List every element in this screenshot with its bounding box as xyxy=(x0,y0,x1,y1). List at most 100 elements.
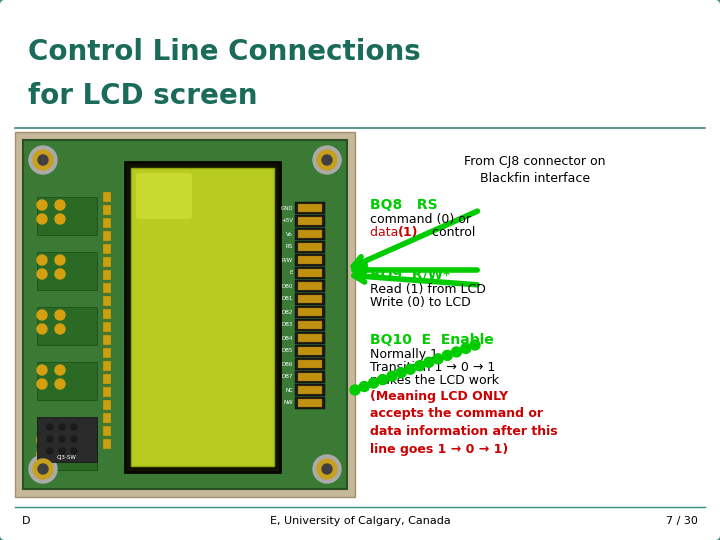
Bar xyxy=(295,254,325,266)
Circle shape xyxy=(350,385,360,395)
Bar xyxy=(37,197,97,235)
Text: D: D xyxy=(22,516,30,526)
Bar xyxy=(103,335,111,345)
Bar xyxy=(37,252,97,290)
Bar xyxy=(131,168,274,466)
Bar xyxy=(103,439,111,449)
Text: E: E xyxy=(289,271,293,275)
Text: control: control xyxy=(420,226,475,239)
Circle shape xyxy=(55,324,65,334)
Text: DB0: DB0 xyxy=(282,284,293,288)
Bar xyxy=(295,358,325,370)
Circle shape xyxy=(55,449,65,459)
Circle shape xyxy=(37,449,47,459)
Circle shape xyxy=(47,436,53,442)
Bar xyxy=(37,432,97,470)
Text: RS: RS xyxy=(286,245,293,249)
Bar xyxy=(103,296,111,306)
Circle shape xyxy=(37,310,47,320)
Circle shape xyxy=(396,368,406,377)
Text: makes the LCD work: makes the LCD work xyxy=(370,374,499,387)
Circle shape xyxy=(55,435,65,445)
Circle shape xyxy=(37,449,47,459)
Text: BQ9  R/W*: BQ9 R/W* xyxy=(370,268,450,282)
Circle shape xyxy=(59,448,65,454)
Bar xyxy=(295,202,325,214)
Text: Normally 1: Normally 1 xyxy=(370,348,438,361)
Circle shape xyxy=(313,146,341,174)
Text: From CJ8 connector on
Blackfin interface: From CJ8 connector on Blackfin interface xyxy=(464,155,606,185)
Bar xyxy=(103,231,111,241)
Text: R/W: R/W xyxy=(282,258,293,262)
Text: 7 / 30: 7 / 30 xyxy=(666,516,698,526)
Text: command (0) or: command (0) or xyxy=(370,213,471,226)
Circle shape xyxy=(37,379,47,389)
Text: (Meaning LCD ONLY
accepts the command or
data information after this
line goes 1: (Meaning LCD ONLY accepts the command or… xyxy=(370,390,557,456)
Circle shape xyxy=(317,459,337,479)
Text: DB5: DB5 xyxy=(282,348,293,354)
Bar xyxy=(298,321,322,329)
Text: Read (1) from LCD: Read (1) from LCD xyxy=(370,283,486,296)
Circle shape xyxy=(47,424,53,430)
Text: (1): (1) xyxy=(398,226,418,239)
Bar xyxy=(298,386,322,394)
Circle shape xyxy=(55,379,65,389)
Circle shape xyxy=(37,255,47,265)
Circle shape xyxy=(37,435,47,445)
Bar xyxy=(298,243,322,251)
Circle shape xyxy=(71,436,77,442)
Circle shape xyxy=(37,269,47,279)
Circle shape xyxy=(317,150,337,170)
Circle shape xyxy=(359,382,369,392)
Text: GND: GND xyxy=(280,206,293,211)
Bar xyxy=(295,306,325,318)
Bar xyxy=(37,417,97,462)
Circle shape xyxy=(33,459,53,479)
Circle shape xyxy=(38,464,48,474)
Circle shape xyxy=(313,455,341,483)
Bar xyxy=(103,205,111,215)
Bar xyxy=(298,347,322,355)
Bar xyxy=(125,162,280,472)
Bar xyxy=(295,293,325,305)
Bar xyxy=(103,192,111,202)
Circle shape xyxy=(59,424,65,430)
Circle shape xyxy=(38,155,48,165)
Bar xyxy=(298,230,322,238)
Circle shape xyxy=(37,324,47,334)
Circle shape xyxy=(322,464,332,474)
Circle shape xyxy=(55,310,65,320)
Circle shape xyxy=(55,269,65,279)
Circle shape xyxy=(33,150,53,170)
Bar xyxy=(295,267,325,279)
Bar xyxy=(103,348,111,358)
Circle shape xyxy=(55,365,65,375)
Bar xyxy=(295,397,325,409)
Circle shape xyxy=(55,449,65,459)
Circle shape xyxy=(405,364,415,374)
Bar xyxy=(103,426,111,436)
Bar xyxy=(295,319,325,331)
Circle shape xyxy=(29,146,57,174)
Circle shape xyxy=(470,340,480,350)
Bar xyxy=(37,432,97,470)
Circle shape xyxy=(442,350,452,360)
Circle shape xyxy=(322,155,332,165)
Bar xyxy=(103,413,111,423)
Text: Write (0) to LCD: Write (0) to LCD xyxy=(370,296,471,309)
Circle shape xyxy=(37,365,47,375)
Circle shape xyxy=(47,448,53,454)
Circle shape xyxy=(29,455,57,483)
Text: DB7: DB7 xyxy=(282,375,293,380)
Text: DB1: DB1 xyxy=(282,296,293,301)
Circle shape xyxy=(387,371,397,381)
Bar xyxy=(23,140,347,489)
Bar xyxy=(103,244,111,254)
Bar xyxy=(298,256,322,264)
Bar xyxy=(103,309,111,319)
Bar xyxy=(103,374,111,384)
Circle shape xyxy=(71,424,77,430)
Circle shape xyxy=(433,354,443,364)
Text: Control Line Connections: Control Line Connections xyxy=(28,38,420,66)
Bar xyxy=(298,282,322,290)
